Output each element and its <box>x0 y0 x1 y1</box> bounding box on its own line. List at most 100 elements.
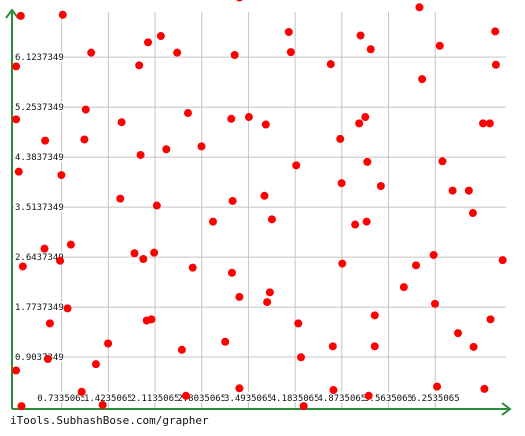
scatter-point <box>498 256 507 265</box>
scatter-point <box>326 60 335 69</box>
grid-lines <box>12 12 506 409</box>
scatter-point <box>431 299 439 308</box>
scatter-point <box>469 342 478 351</box>
data-points <box>12 0 507 411</box>
scatter-point <box>183 109 192 118</box>
scatter-point <box>356 31 365 40</box>
scatter-point <box>17 402 26 411</box>
x-tick-label-bg <box>37 392 86 402</box>
scatter-point <box>104 339 113 348</box>
x-tick-label-bg <box>271 392 320 402</box>
tick-labels: 0.73350651.42350652.11350652.80350653.49… <box>14 52 460 404</box>
scatter-point <box>415 3 424 12</box>
scatter-point <box>45 319 54 328</box>
x-tick-label: 0.7335065 <box>37 394 86 404</box>
scatter-point <box>228 196 237 205</box>
scatter-point <box>267 215 276 224</box>
scatter-point <box>91 360 100 369</box>
x-tick-label-bg <box>84 392 133 402</box>
x-tick-label: 5.5635065 <box>364 394 413 404</box>
scatter-point <box>265 288 274 297</box>
y-tick-label: 1.7737349 <box>15 303 64 313</box>
scatter-point <box>136 150 145 159</box>
scatter-point <box>40 244 49 253</box>
scatter-point <box>491 27 500 36</box>
scatter-point <box>156 32 165 41</box>
scatter-point <box>485 119 494 128</box>
scatter-point <box>328 342 337 351</box>
scatter-point <box>468 209 477 218</box>
scatter-point <box>235 384 244 393</box>
scatter-point <box>227 114 236 123</box>
scatter-point <box>150 248 159 257</box>
x-tick-label: 2.1135065 <box>131 394 180 404</box>
x-tick-label: 3.4935065 <box>224 394 273 404</box>
scatter-point <box>418 75 427 84</box>
x-axis-arrow <box>501 402 512 416</box>
scatter-point <box>56 256 65 265</box>
scatter-point <box>244 113 253 122</box>
scatter-point <box>227 268 236 277</box>
x-tick-label-bg <box>317 392 366 402</box>
scatter-point <box>139 255 148 264</box>
y-tick-label: 5.2537349 <box>15 103 64 113</box>
scatter-point <box>364 391 373 400</box>
scatter-point <box>464 186 473 195</box>
scatter-point <box>366 45 375 54</box>
scatter-point <box>292 161 301 170</box>
scatter-point <box>209 217 218 226</box>
scatter-point <box>363 157 372 166</box>
scatter-point <box>370 342 379 351</box>
scatter-point <box>491 60 500 69</box>
x-tick-label: 4.8735065 <box>317 394 366 404</box>
scatter-point <box>12 62 21 71</box>
scatter-point <box>197 142 206 151</box>
scatter-point <box>135 61 144 70</box>
x-tick-label-bg <box>224 392 273 402</box>
scatter-point <box>81 105 90 114</box>
scatter-point <box>63 304 72 313</box>
scatter-point <box>80 135 89 144</box>
scatter-point <box>351 220 360 229</box>
credit-text: iTools.SubhashBose.com/grapher <box>10 414 209 427</box>
y-tick-label: 3.5137349 <box>15 203 64 213</box>
y-tick-label: 6.1237349 <box>15 53 64 63</box>
x-tick-label-bg <box>131 392 180 402</box>
scatter-point <box>230 50 239 59</box>
scatter-point <box>43 355 52 364</box>
x-tick-label-bg <box>177 392 226 402</box>
scatter-point <box>438 157 447 166</box>
scatter-point <box>162 145 171 154</box>
scatter-point <box>181 391 190 400</box>
scatter-point <box>338 259 347 268</box>
scatter-point <box>12 366 21 375</box>
scatter-point <box>337 179 346 188</box>
scatter-point <box>14 167 23 176</box>
x-tick-label: 1.4235065 <box>84 394 133 404</box>
scatter-point <box>261 120 270 129</box>
scatter-point <box>58 10 67 19</box>
scatter-point <box>448 186 457 195</box>
scatter-point <box>263 298 272 307</box>
scatter-point <box>454 329 463 338</box>
scatter-point <box>429 250 438 259</box>
axes <box>5 8 512 416</box>
y-tick-label-bg <box>14 202 64 213</box>
y-tick-label: 2.6437349 <box>15 253 64 263</box>
y-tick-label-bg <box>14 252 64 263</box>
scatter-point <box>399 283 408 292</box>
scatter-point <box>286 48 295 57</box>
scatter-point <box>130 249 139 258</box>
scatter-point <box>433 382 442 391</box>
scatter-point <box>296 353 305 362</box>
scatter-point <box>221 337 230 346</box>
scatter-point <box>152 201 161 210</box>
scatter-point <box>98 400 107 409</box>
scatter-point <box>173 48 182 57</box>
scatter-point <box>116 194 125 203</box>
x-tick-label: 2.8035065 <box>177 394 226 404</box>
scatter-point <box>362 217 371 226</box>
scatter-point <box>188 263 197 272</box>
scatter-point <box>77 387 86 396</box>
